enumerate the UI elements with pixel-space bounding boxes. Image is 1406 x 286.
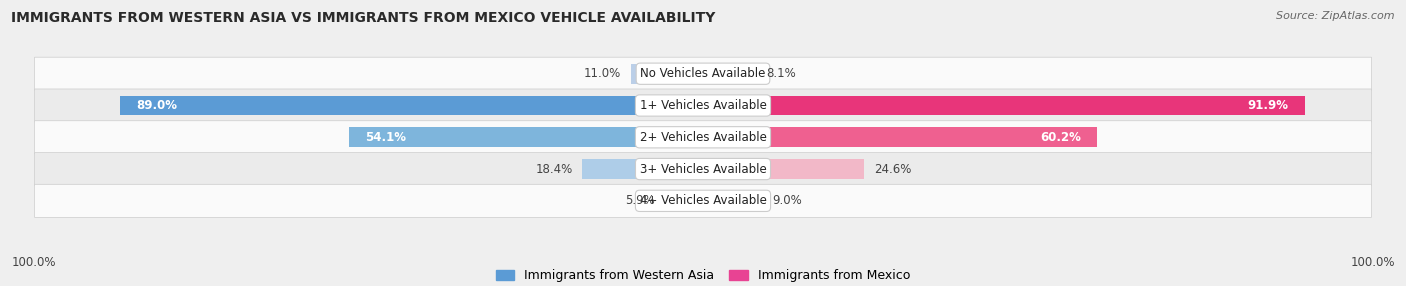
Bar: [120, 96, 703, 115]
Text: 60.2%: 60.2%: [1040, 131, 1081, 144]
Text: 1+ Vehicles Available: 1+ Vehicles Available: [640, 99, 766, 112]
Text: 100.0%: 100.0%: [11, 256, 56, 269]
Text: 9.0%: 9.0%: [772, 194, 801, 207]
Bar: [631, 64, 703, 84]
Text: 89.0%: 89.0%: [136, 99, 177, 112]
Bar: [665, 191, 703, 211]
Text: 5.9%: 5.9%: [624, 194, 655, 207]
FancyBboxPatch shape: [35, 184, 1371, 217]
Bar: [582, 159, 703, 179]
Bar: [703, 191, 762, 211]
Bar: [703, 159, 865, 179]
Text: 24.6%: 24.6%: [875, 162, 911, 176]
Text: 18.4%: 18.4%: [536, 162, 572, 176]
Bar: [703, 128, 1098, 147]
Text: 91.9%: 91.9%: [1247, 99, 1289, 112]
Text: 100.0%: 100.0%: [1350, 256, 1395, 269]
Text: 54.1%: 54.1%: [366, 131, 406, 144]
Bar: [349, 128, 703, 147]
FancyBboxPatch shape: [35, 121, 1371, 154]
Text: 8.1%: 8.1%: [766, 67, 796, 80]
FancyBboxPatch shape: [35, 57, 1371, 90]
Text: 11.0%: 11.0%: [583, 67, 621, 80]
Text: 3+ Vehicles Available: 3+ Vehicles Available: [640, 162, 766, 176]
Bar: [703, 96, 1305, 115]
Bar: [703, 64, 756, 84]
Legend: Immigrants from Western Asia, Immigrants from Mexico: Immigrants from Western Asia, Immigrants…: [495, 269, 911, 282]
FancyBboxPatch shape: [35, 89, 1371, 122]
Text: Source: ZipAtlas.com: Source: ZipAtlas.com: [1277, 11, 1395, 21]
Text: 4+ Vehicles Available: 4+ Vehicles Available: [640, 194, 766, 207]
Text: IMMIGRANTS FROM WESTERN ASIA VS IMMIGRANTS FROM MEXICO VEHICLE AVAILABILITY: IMMIGRANTS FROM WESTERN ASIA VS IMMIGRAN…: [11, 11, 716, 25]
FancyBboxPatch shape: [35, 152, 1371, 186]
Text: 2+ Vehicles Available: 2+ Vehicles Available: [640, 131, 766, 144]
Text: No Vehicles Available: No Vehicles Available: [640, 67, 766, 80]
